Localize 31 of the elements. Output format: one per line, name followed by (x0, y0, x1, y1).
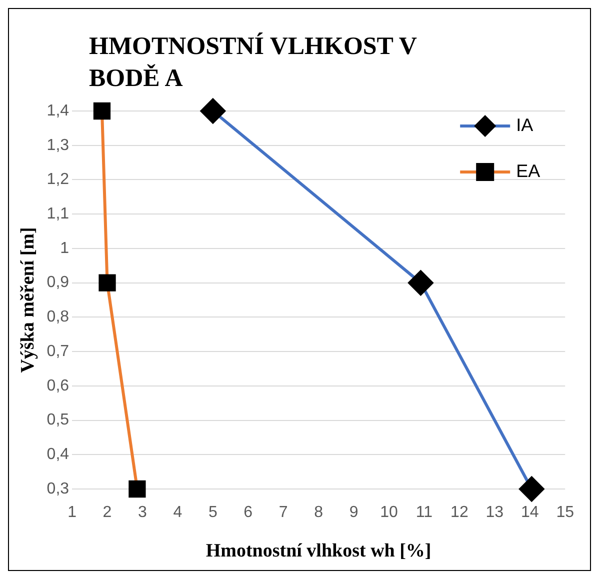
x-tick-label: 15 (556, 504, 574, 522)
x-axis-title: Hmotnostní vlhkost wh [%] (206, 540, 432, 562)
y-tick-label: 1,1 (46, 205, 70, 222)
y-axis-title: Výška měření [m] (17, 227, 38, 373)
x-tick-label: 12 (450, 504, 468, 522)
y-tick-label: 0,3 (46, 480, 70, 498)
x-tick-label: 10 (380, 504, 398, 522)
y-tick-label: 0,8 (46, 308, 70, 326)
y-tick-label: 0,6 (46, 377, 70, 394)
x-tick-label: 3 (138, 504, 148, 522)
x-tick-label: 9 (349, 504, 358, 522)
x-tick-label: 4 (173, 504, 182, 522)
x-tick-label: 11 (416, 504, 433, 522)
x-tick-label: 8 (314, 504, 324, 522)
y-tick-label: 0,4 (46, 446, 70, 464)
x-tick-label: 13 (486, 504, 504, 522)
x-tick-label: 6 (244, 504, 253, 522)
y-tick-label: 0,9 (46, 274, 70, 292)
x-tick-label: 5 (208, 504, 218, 522)
legend-label: EA (516, 160, 540, 181)
y-tick-label: 0,7 (46, 342, 70, 360)
y-tick-label: 1,3 (46, 136, 70, 154)
y-tick-label: 1,4 (46, 102, 70, 120)
x-tick-label: 7 (278, 504, 288, 522)
y-tick-label: 1,2 (46, 171, 70, 188)
y-tick-label: 0,5 (46, 412, 70, 429)
x-tick-label: 2 (102, 504, 112, 522)
legend-label: IA (516, 114, 534, 135)
x-tick-label: 14 (520, 504, 539, 522)
chart-title: HMOTNOSTNÍ VLHKOST V BODĚ A (89, 32, 418, 94)
y-tick-label: 1 (60, 240, 70, 257)
